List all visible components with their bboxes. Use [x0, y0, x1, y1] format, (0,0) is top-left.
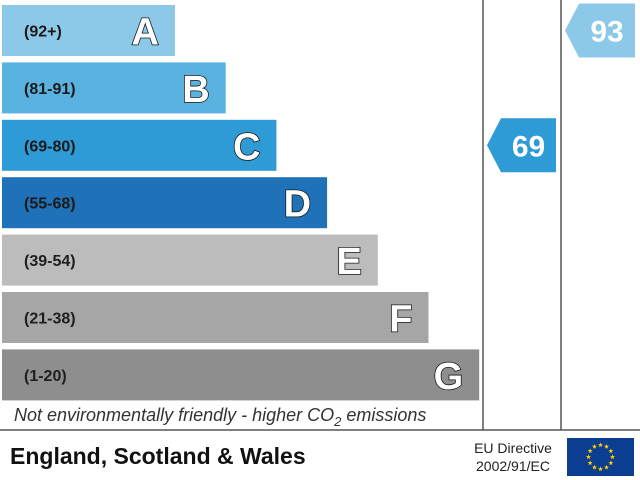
band-range-b: (81-91) — [24, 81, 76, 98]
band-range-e: (39-54) — [24, 253, 76, 270]
eu-star-icon — [610, 454, 615, 460]
band-g: (1-20) G — [2, 349, 480, 401]
eu-star-icon — [608, 460, 614, 466]
eu-star-icon — [587, 460, 593, 466]
footnote-text: Not environmentally friendly - higher CO — [14, 405, 334, 425]
band-letter-c: C — [233, 126, 260, 168]
band-c: (69-80) C — [2, 119, 277, 171]
band-a: (92+) A — [2, 5, 175, 56]
eu-star-icon — [598, 466, 603, 472]
band-range-d: (55-68) — [24, 196, 76, 213]
eu-flag-icon — [567, 438, 634, 476]
band-e: (39-54) E — [2, 234, 378, 286]
band-letter-d: D — [284, 184, 311, 226]
directive-line-1: EU Directive — [474, 440, 552, 456]
current-score-arrow — [487, 118, 556, 173]
rating-bands: (92+) A (81-91) B (69-80) C (55-68) D (39-54) E (2… — [2, 5, 480, 401]
emissions-footnote: Not environmentally friendly - higher CO… — [14, 405, 426, 429]
band-bar-g — [2, 349, 480, 401]
band-letter-e: E — [336, 241, 361, 283]
band-bar-b — [2, 62, 226, 114]
eu-flag-stars — [586, 442, 615, 472]
band-b: (81-91) B — [2, 62, 226, 114]
band-bar-d — [2, 177, 328, 229]
band-d: (55-68) D — [2, 177, 328, 229]
band-letter-f: F — [389, 299, 412, 341]
band-letter-a: A — [132, 12, 159, 54]
footnote-end: emissions — [341, 405, 426, 425]
potential-score-value: 93 — [590, 16, 623, 49]
potential-score: 93 — [565, 3, 635, 58]
eu-star-icon — [604, 444, 609, 449]
band-bar-e — [2, 234, 378, 286]
potential-score-arrow — [565, 3, 635, 58]
eu-star-icon — [608, 448, 614, 454]
band-letter-g: G — [434, 356, 464, 398]
eu-star-icon — [604, 464, 609, 470]
band-range-a: (92+) — [24, 24, 62, 41]
score-markers: 69 93 — [487, 3, 635, 173]
eu-star-icon — [598, 442, 603, 448]
eu-star-icon — [592, 464, 597, 470]
directive-line-2: 2002/91/EC — [476, 458, 550, 474]
footnote-subscript: 2 — [333, 414, 342, 429]
band-bar-f — [2, 292, 429, 343]
region-title: England, Scotland & Wales — [10, 443, 306, 469]
band-range-c: (69-80) — [24, 138, 76, 155]
band-bar-a — [2, 5, 175, 56]
band-bar-c — [2, 119, 277, 171]
band-range-f: (21-38) — [24, 311, 76, 328]
eu-star-icon — [586, 454, 591, 460]
current-score: 69 — [487, 118, 556, 173]
band-range-g: (1-20) — [24, 368, 67, 385]
band-letter-b: B — [182, 69, 209, 111]
current-score-value: 69 — [512, 130, 545, 163]
band-f: (21-38) F — [2, 292, 429, 343]
eu-star-icon — [587, 448, 593, 454]
eu-star-icon — [592, 444, 597, 449]
